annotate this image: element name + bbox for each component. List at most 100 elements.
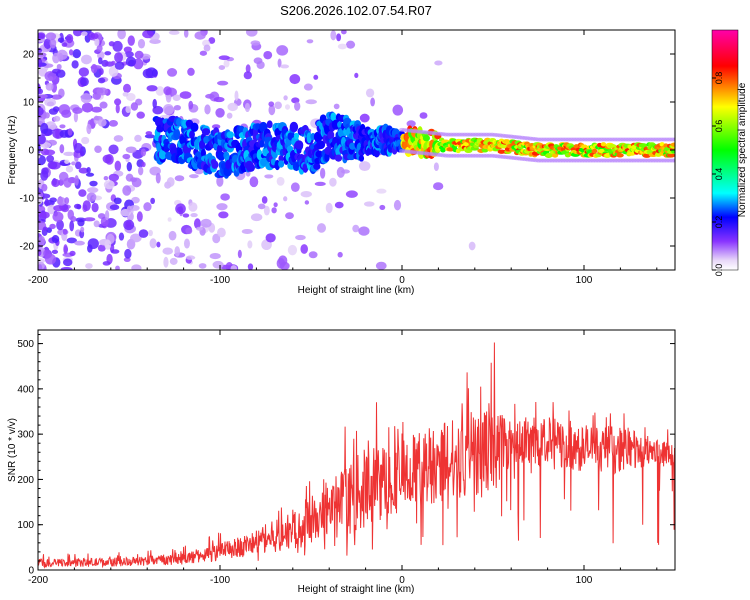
heatmap-cell (38, 106, 44, 117)
snr-xlabel: Height of straight line (km) (298, 584, 415, 595)
heatmap-cell (285, 212, 294, 220)
heatmap-cell (68, 49, 74, 56)
heatmap-cell (38, 47, 43, 53)
snr-series-line (38, 342, 675, 569)
heatmap-cell (316, 140, 326, 150)
heatmap-cell (433, 182, 444, 191)
heatmap-cell (156, 241, 161, 248)
heatmap-cell (247, 263, 254, 270)
colorbar-tick-label: 0.4 (714, 168, 724, 181)
heatmap-cell (330, 30, 337, 41)
heatmap-cell (102, 154, 112, 164)
heatmap-cell (201, 128, 211, 136)
heatmap-cell (138, 229, 149, 238)
heatmap-cell (126, 93, 136, 101)
heatmap-cell (74, 175, 79, 186)
heatmap-cell (177, 148, 184, 156)
heatmap-cell (276, 258, 286, 269)
heatmap-y-axis: -20 -10 0 10 20 (20, 29, 675, 271)
heatmap-cell (268, 101, 275, 107)
heatmap-cell (141, 161, 146, 168)
heatmap-cell (172, 94, 181, 101)
heatmap-cell (73, 203, 81, 209)
heatmap-cell (52, 52, 60, 64)
heatmap-ylabel: Frequency (Hz) (7, 116, 18, 185)
heatmap-cell (67, 209, 75, 220)
heatmap-cell (143, 202, 152, 212)
heatmap-cell (336, 166, 345, 178)
heatmap-cell (102, 261, 111, 266)
heatmap-cell (334, 154, 343, 162)
heatmap-cell (179, 91, 192, 99)
heatmap-cell (136, 111, 145, 119)
heatmap-cell (144, 134, 155, 139)
heatmap-cell (419, 112, 428, 119)
heatmap-cell (88, 32, 96, 41)
heatmap-cell (346, 153, 356, 161)
heatmap-cell (38, 264, 43, 270)
heatmap-cell (104, 239, 112, 250)
heatmap-cell (123, 83, 132, 93)
heatmap-cell (51, 94, 63, 100)
y-tick-label: 100 (17, 520, 34, 531)
heatmap-cell (81, 102, 94, 113)
heatmap-cell (213, 96, 225, 103)
heatmap-cell (80, 77, 89, 87)
heatmap-cell (73, 111, 78, 123)
heatmap-cell (78, 67, 90, 77)
heatmap-cell (118, 232, 125, 241)
heatmap-cell (66, 237, 77, 244)
heatmap-cell (274, 101, 282, 110)
heatmap-cell (99, 67, 104, 76)
heatmap-cell (113, 197, 122, 205)
heatmap-cell (63, 151, 75, 157)
heatmap-cell (194, 31, 206, 40)
heatmap-cell (80, 93, 92, 104)
heatmap-cell (114, 61, 125, 70)
heatmap-cell (304, 200, 310, 205)
heatmap-cell (38, 52, 47, 57)
heatmap-cell (308, 251, 318, 259)
heatmap-cell (280, 64, 290, 69)
figure-title: S206.2026.102.07.54.R07 (280, 3, 432, 18)
heatmap-cell (142, 30, 154, 39)
heatmap-cell (273, 202, 278, 208)
heatmap-x-axis: -200 -100 0 100 (28, 30, 658, 286)
heatmap-cell (125, 146, 137, 154)
heatmap-cell (71, 60, 79, 69)
heatmap-cell (39, 94, 48, 99)
colorbar-tick-label: 0.6 (714, 120, 724, 133)
heatmap-cell (38, 154, 46, 166)
heatmap-cell (174, 175, 185, 182)
heatmap-cells (38, 30, 675, 270)
heatmap-cell (136, 211, 143, 222)
heatmap-cell (132, 149, 144, 159)
heatmap-cell (150, 197, 156, 205)
heatmap-cell (123, 257, 131, 263)
heatmap-cell (278, 160, 285, 168)
heatmap-cell (38, 134, 46, 145)
heatmap-cell (148, 229, 153, 237)
heatmap-cell (162, 247, 174, 255)
heatmap-cell (60, 267, 73, 270)
snr-panel: -200 -100 0 100 0 100 200 300 400 500 Height of … (7, 329, 676, 595)
heatmap-cell (294, 140, 304, 150)
heatmap-cell (300, 190, 312, 198)
heatmap-cell (47, 161, 58, 170)
heatmap-cell (130, 102, 139, 111)
heatmap-cell (80, 150, 85, 157)
heatmap-cell (259, 139, 265, 148)
heatmap-cell (108, 66, 119, 77)
heatmap-cell (237, 249, 242, 259)
heatmap-cell (43, 249, 51, 258)
heatmap-cell (249, 176, 259, 188)
heatmap-cell (352, 224, 360, 233)
heatmap-cell (313, 74, 319, 80)
heatmap-cell (189, 174, 199, 179)
heatmap-cell (218, 55, 230, 61)
heatmap-cell (179, 134, 187, 145)
heatmap-cell (51, 178, 60, 188)
heatmap-cell (363, 201, 375, 207)
heatmap-cell (126, 205, 132, 213)
